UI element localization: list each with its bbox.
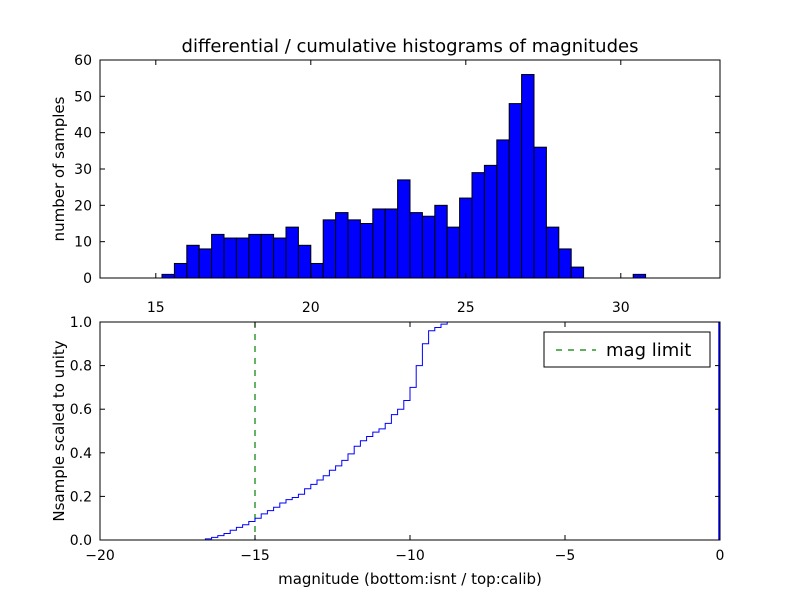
bottom-x-tick-label: −5 bbox=[555, 548, 576, 564]
histogram-bar bbox=[186, 244, 200, 279]
histogram-bar bbox=[359, 223, 374, 279]
histogram-bar bbox=[533, 146, 547, 279]
histogram-bar bbox=[161, 273, 175, 279]
bottom-y-tick-label: 0.4 bbox=[70, 446, 92, 462]
histogram-bar bbox=[409, 212, 423, 279]
legend: mag limit bbox=[543, 331, 711, 368]
histogram-bar bbox=[372, 208, 386, 279]
histogram-bar bbox=[434, 204, 448, 279]
histogram-bar bbox=[335, 212, 349, 279]
histogram-bar bbox=[508, 103, 523, 279]
top-y-tick-label: 10 bbox=[74, 235, 92, 251]
bottom-y-tick-label: 0.2 bbox=[70, 489, 92, 505]
legend-label-mag-limit: mag limit bbox=[606, 340, 691, 361]
top-x-tick-label: 25 bbox=[457, 300, 475, 316]
bottom-x-tick-label: −15 bbox=[240, 548, 270, 564]
histogram-bar bbox=[285, 226, 299, 279]
bottom-y-tick-label: 0.6 bbox=[70, 402, 92, 418]
bottom-x-tick-label: −20 bbox=[85, 548, 115, 564]
histogram-bar bbox=[570, 266, 585, 279]
histogram-bar bbox=[384, 208, 399, 279]
bottom-cumulative-panel: Nsample scaled to unity magnitude (botto… bbox=[50, 315, 724, 588]
histogram-bar bbox=[173, 262, 188, 279]
histogram-bar bbox=[297, 244, 312, 279]
bottom-axis-ticks: 0.0 0.2 0.4 0.6 0.8 1.0 −20 −15 −10 −5 0 bbox=[70, 315, 725, 564]
histogram-bar bbox=[248, 233, 262, 279]
histogram-bar bbox=[347, 219, 361, 279]
top-y-axis-label: number of samples bbox=[50, 96, 68, 241]
bottom-y-axis-label: Nsample scaled to unity bbox=[50, 340, 68, 521]
histogram-bar bbox=[322, 219, 337, 279]
bottom-y-tick-label: 0.0 bbox=[70, 533, 92, 549]
histogram-bar bbox=[211, 233, 225, 279]
histogram-bar bbox=[521, 74, 535, 279]
bottom-x-tick-label: 0 bbox=[716, 548, 725, 564]
top-plot-frame bbox=[99, 59, 721, 279]
histogram-bar bbox=[558, 248, 572, 279]
top-y-tick-label: 50 bbox=[74, 89, 92, 105]
cumulative-step-line bbox=[100, 321, 463, 541]
chart-title: differential / cumulative histograms of … bbox=[182, 36, 639, 57]
histogram-bar bbox=[483, 164, 498, 279]
bottom-plot-frame bbox=[99, 321, 721, 541]
histogram-bar bbox=[397, 179, 411, 279]
histogram-bar bbox=[632, 273, 647, 279]
top-y-tick-label: 30 bbox=[74, 162, 92, 178]
top-y-tick-label: 60 bbox=[74, 53, 92, 69]
histogram-bar bbox=[310, 262, 324, 279]
bottom-y-tick-label: 1.0 bbox=[70, 315, 92, 331]
top-histogram-panel: differential / cumulative histograms of … bbox=[50, 36, 721, 316]
histogram-bar bbox=[446, 226, 461, 279]
histogram-bar bbox=[496, 139, 510, 279]
top-y-tick-label: 40 bbox=[74, 126, 92, 142]
bottom-x-tick-label: −10 bbox=[395, 548, 425, 564]
top-y-tick-label: 20 bbox=[74, 198, 92, 214]
histogram-bar bbox=[235, 237, 250, 279]
histogram-bar bbox=[545, 226, 560, 279]
top-x-tick-label: 15 bbox=[147, 300, 165, 316]
histogram-bar bbox=[223, 237, 237, 279]
bottom-y-tick-label: 0.8 bbox=[70, 359, 92, 375]
histogram-bar bbox=[459, 197, 473, 279]
top-x-tick-label: 20 bbox=[302, 300, 320, 316]
histogram-bar bbox=[273, 237, 287, 279]
histogram-bar bbox=[421, 215, 436, 279]
histogram-bar bbox=[260, 233, 275, 279]
top-x-tick-label: 30 bbox=[612, 300, 630, 316]
bottom-x-axis-label: magnitude (bottom:isnt / top:calib) bbox=[278, 570, 542, 588]
histogram-bar bbox=[471, 172, 485, 279]
histogram-bar bbox=[198, 248, 213, 279]
top-axis-ticks: 0 10 20 30 40 50 60 15 20 25 30 bbox=[74, 53, 720, 316]
top-y-tick-label: 0 bbox=[83, 271, 92, 287]
